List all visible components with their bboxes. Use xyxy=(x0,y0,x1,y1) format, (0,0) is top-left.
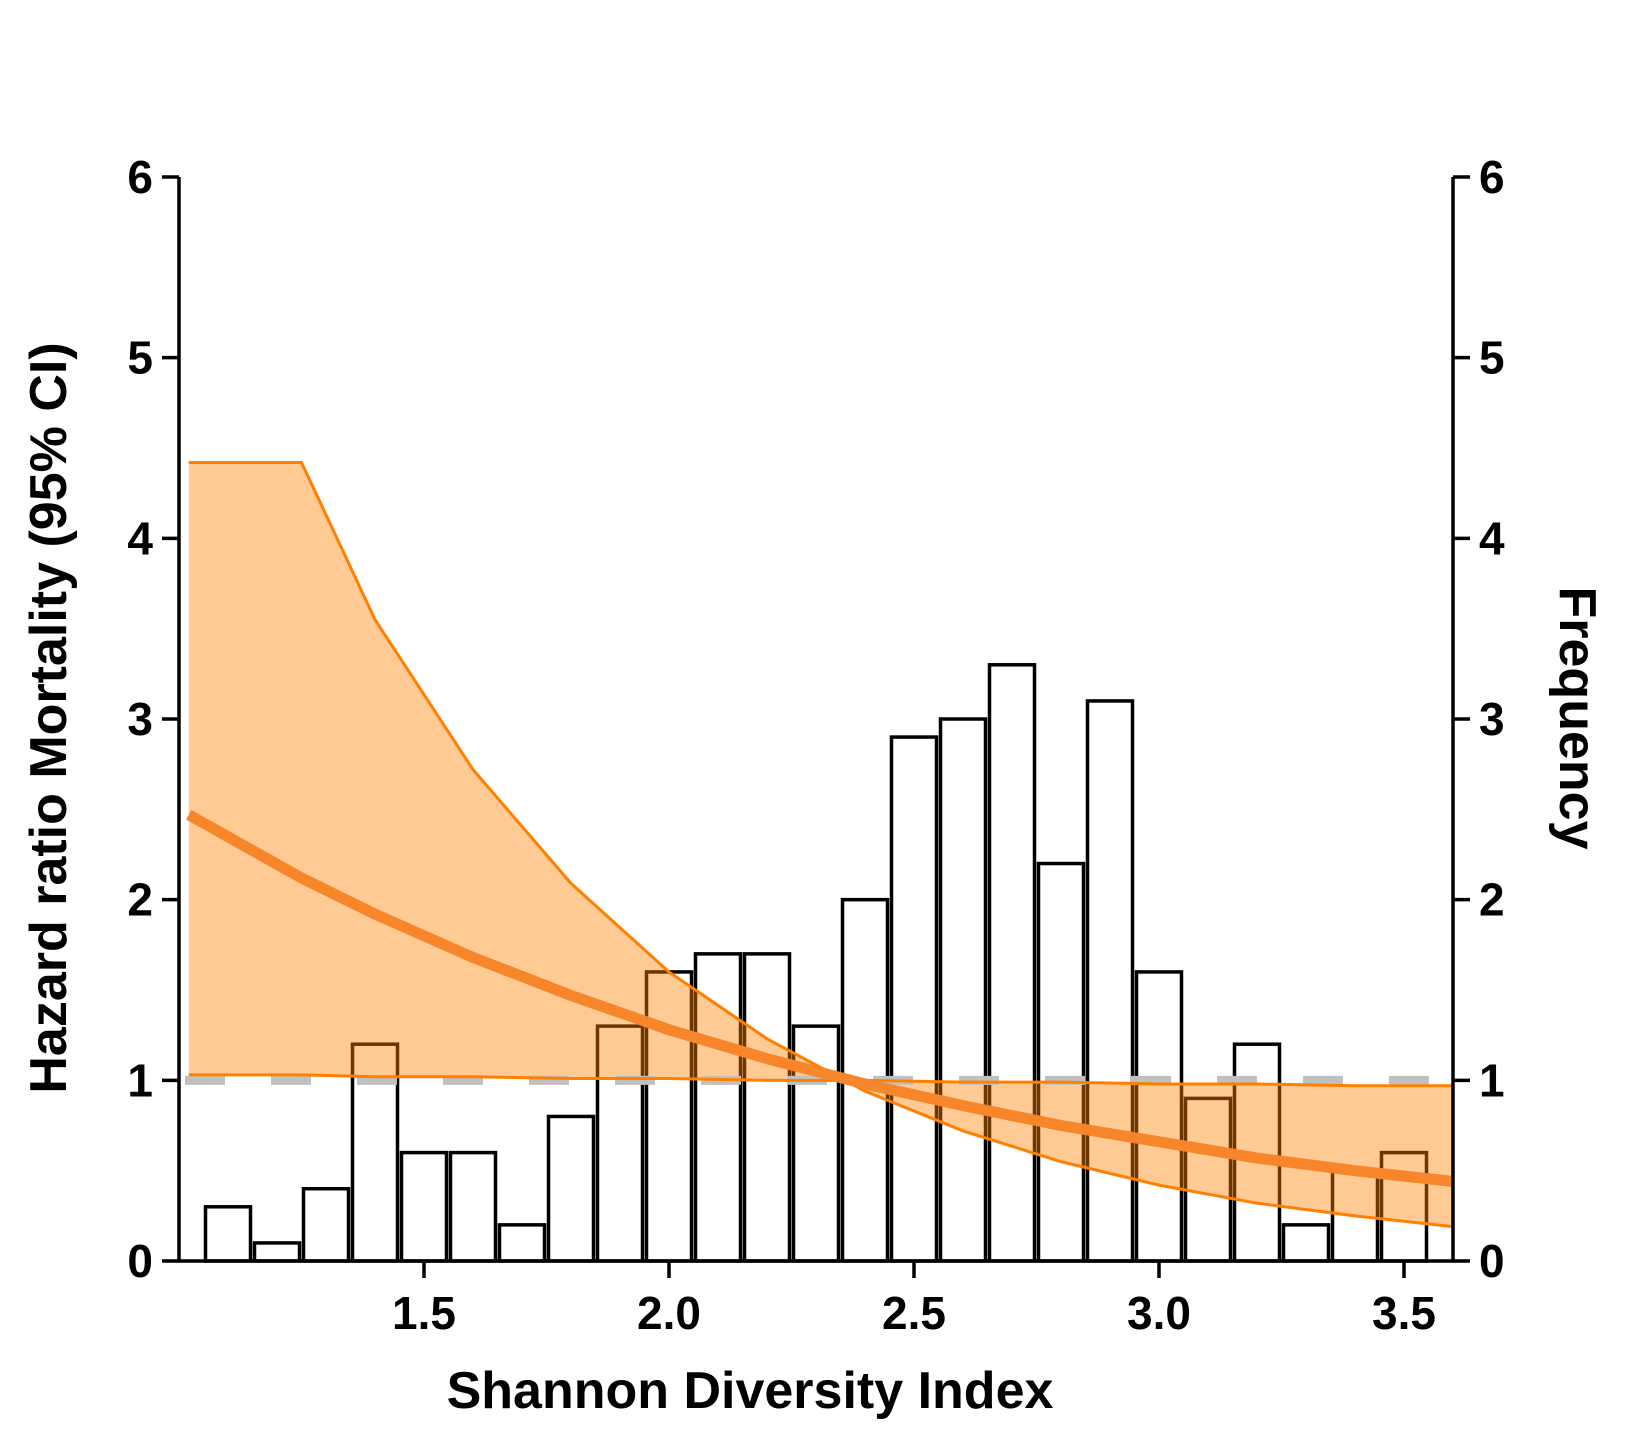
histogram-bar xyxy=(203,1205,253,1263)
x-tick-label: 2.5 xyxy=(882,1287,946,1339)
y2-tick-label: 3 xyxy=(1479,693,1505,745)
y-tick-label: 6 xyxy=(127,151,153,203)
histogram-bar xyxy=(1036,861,1086,1263)
y2-tick-label: 2 xyxy=(1479,874,1505,926)
histogram-bar xyxy=(252,1241,302,1263)
y-tick-label: 4 xyxy=(127,512,153,564)
y-tick-label: 0 xyxy=(127,1235,153,1287)
x-axis-label: Shannon Diversity Index xyxy=(447,1362,1054,1420)
histogram-bar xyxy=(1281,1223,1331,1263)
y-tick-label: 3 xyxy=(127,693,153,745)
x-tick-label: 1.5 xyxy=(392,1287,456,1339)
histogram-bar xyxy=(301,1186,351,1263)
histogram-bar xyxy=(693,952,743,1263)
y2-tick-label: 0 xyxy=(1479,1235,1505,1287)
histogram-bar xyxy=(1134,970,1184,1263)
hazard-ratio-line xyxy=(186,809,1454,1187)
y2-tick-label: 5 xyxy=(1479,332,1505,384)
y-tick-label: 1 xyxy=(127,1054,153,1106)
y2-tick-label: 6 xyxy=(1479,151,1505,203)
y2-tick-label: 1 xyxy=(1479,1054,1505,1106)
histogram-bar xyxy=(889,735,939,1263)
x-tick-label: 2.0 xyxy=(637,1287,701,1339)
y-tick-label: 5 xyxy=(127,332,153,384)
histogram-bar xyxy=(938,717,988,1263)
ci-upper-line xyxy=(188,460,1454,1229)
histogram-bar xyxy=(448,1150,498,1263)
histogram-bar xyxy=(987,663,1037,1263)
histogram-bar xyxy=(399,1150,449,1263)
histogram-bar xyxy=(742,952,792,1263)
y2-axis-label: Frequency xyxy=(1548,587,1606,850)
histogram-bar xyxy=(546,1114,596,1263)
y2-tick-label: 4 xyxy=(1479,512,1505,564)
histogram-bar xyxy=(497,1223,547,1263)
y-axis-label: Hazard ratio Mortality (95% CI) xyxy=(20,342,78,1093)
x-tick-label: 3.5 xyxy=(1372,1287,1436,1339)
y-tick-label: 2 xyxy=(127,874,153,926)
ci-lower-line xyxy=(188,1073,1453,1088)
confidence-band xyxy=(188,462,1453,1227)
x-tick-label: 3.0 xyxy=(1127,1287,1191,1339)
